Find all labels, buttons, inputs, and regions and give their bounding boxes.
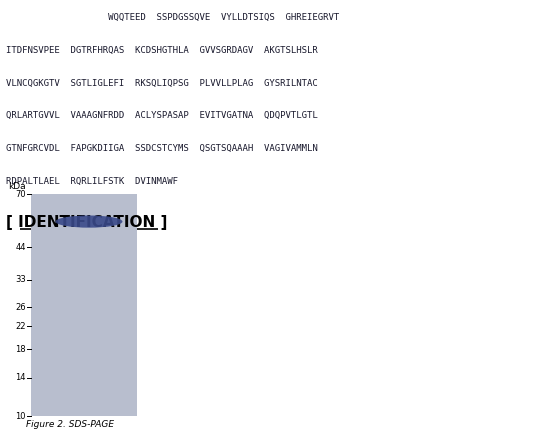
Text: 44: 44 (15, 242, 26, 252)
Text: 10: 10 (15, 412, 26, 421)
Text: Figure 2. SDS-PAGE: Figure 2. SDS-PAGE (26, 420, 114, 429)
Text: QRLARTGVVL  VAAAGNFRDD  ACLYSPASAP  EVITVGATNA  QDQPVTLGTL: QRLARTGVVL VAAAGNFRDD ACLYSPASAP EVITVGA… (6, 111, 318, 120)
Text: 18: 18 (15, 345, 26, 354)
Text: 33: 33 (15, 276, 26, 284)
Text: 26: 26 (15, 303, 26, 312)
Text: GTNFGRCVDL  FAPGKDIIGA  SSDCSTCYMS  QSGTSQAAAH  VAGIVAMMLN: GTNFGRCVDL FAPGKDIIGA SSDCSTCYMS QSGTSQA… (6, 144, 318, 153)
Text: kDa: kDa (8, 182, 26, 191)
Text: ITDFNSVPEE  DGTRFHRQAS  KCDSHGTHLA  GVVSGRDAGV  AKGTSLHSLR: ITDFNSVPEE DGTRFHRQAS KCDSHGTHLA GVVSGRD… (6, 46, 318, 55)
Text: WQQTEED  SSPDGSSQVE  VYLLDTSIQS  GHREIEGRVT: WQQTEED SSPDGSSQVE VYLLDTSIQS GHREIEGRVT (6, 13, 339, 22)
Text: 70: 70 (15, 190, 26, 198)
Bar (31, 194, 137, 416)
Ellipse shape (56, 215, 123, 228)
Text: 22: 22 (15, 322, 26, 331)
Text: VLNCQGKGTV  SGTLIGLEFI  RKSQLIQPSG  PLVVLLPLAG  GYSRILNTAC: VLNCQGKGTV SGTLIGLEFI RKSQLIQPSG PLVVLLP… (6, 78, 318, 88)
Text: RDPALTLAEL  RQRLILFSTK  DVINMAWF: RDPALTLAEL RQRLILFSTK DVINMAWF (6, 177, 177, 186)
Text: [ IDENTIFICATION ]: [ IDENTIFICATION ] (6, 215, 167, 230)
Text: 14: 14 (15, 373, 26, 382)
